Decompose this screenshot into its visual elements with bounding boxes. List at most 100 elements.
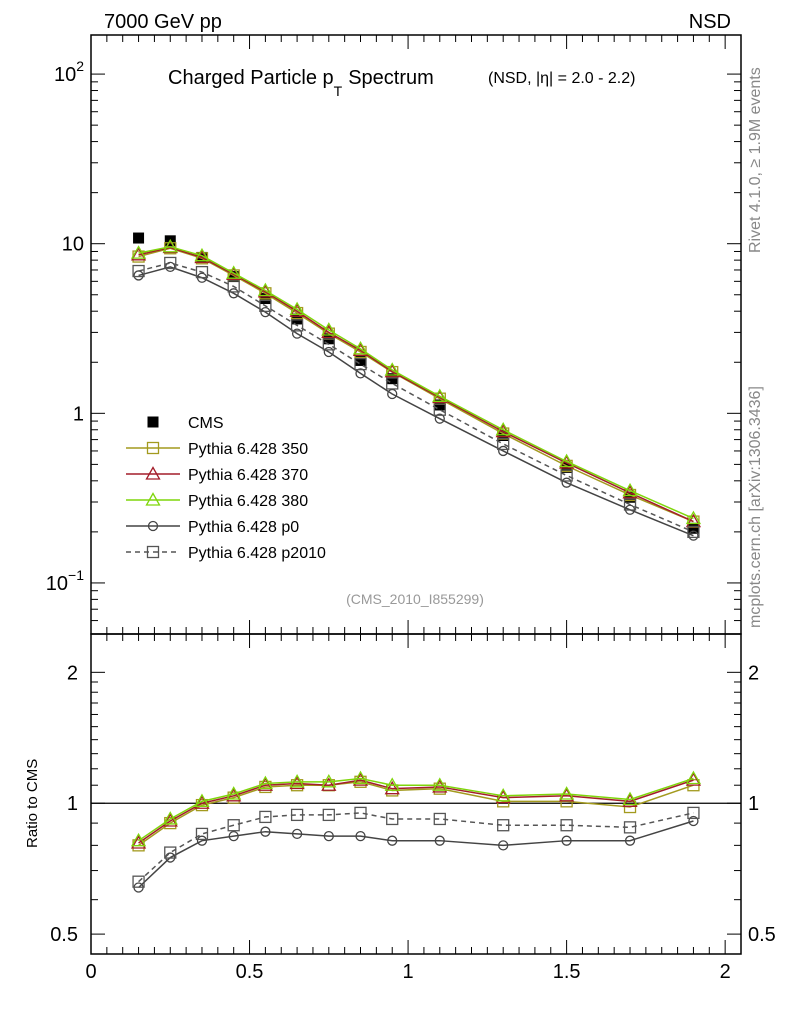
main-point-pythia-6-428-380 (257, 282, 274, 297)
ratio-point-pythia-6-428-380 (622, 791, 638, 806)
chart-subtitle: (NSD, |η| = 2.0 - 2.2) (488, 70, 635, 87)
header-right: NSD (689, 11, 731, 33)
ratio-point-pythia-6-428-380 (321, 773, 337, 788)
ratio-point-pythia-6-428-370 (162, 813, 178, 827)
ratio-point-pythia-6-428-370 (495, 789, 511, 804)
ratio-y-tick-label-left: 0.5 (50, 924, 78, 946)
ratio-point-pythia-6-428-380 (352, 770, 369, 785)
legend-marker-pythia-6-428-p2010 (146, 545, 160, 559)
ratio-point-pythia-6-428-380 (289, 773, 305, 788)
ratio-point-pythia-6-428-p0 (561, 835, 572, 846)
main-point-pythia-6-428-p2010 (386, 377, 399, 390)
ratio-point-pythia-6-428-380 (162, 811, 178, 825)
x-tick-label: 2 (720, 961, 731, 983)
ratio-point-pythia-6-428-380 (257, 775, 274, 790)
ratio-point-pythia-6-428-p2010 (560, 819, 573, 832)
ratio-point-pythia-6-428-p2010 (227, 819, 240, 832)
x-tick-label: 0 (85, 961, 96, 983)
ratio-ylabel: Ratio to CMS (24, 759, 41, 848)
main-point-pythia-6-428-380 (622, 482, 638, 497)
chart-title: Charged Particle pT Spectrum (168, 67, 434, 99)
main-point-cms (434, 399, 446, 411)
main-point-pythia-6-428-380 (130, 245, 147, 259)
main-point-pythia-6-428-380 (289, 301, 305, 316)
ratio-y-tick-label-right: 2 (748, 662, 759, 684)
main-point-pythia-6-428-p2010 (497, 437, 510, 451)
ratio-point-pythia-6-428-p0 (260, 826, 271, 837)
main-point-cms (497, 430, 509, 442)
main-point-pythia-6-428-p2010 (195, 265, 209, 279)
ratio-point-pythia-6-428-380 (495, 787, 511, 802)
main-point-pythia-6-428-380 (352, 341, 369, 355)
ratio-point-pythia-6-428-p2010 (623, 821, 637, 834)
main-point-cms (133, 232, 145, 244)
main-line-pythia-6-428-p0 (138, 266, 694, 537)
main-point-pythia-6-428-p0 (323, 346, 334, 358)
ratio-point-pythia-6-428-370 (558, 787, 575, 802)
legend-label-cms: CMS (188, 415, 224, 432)
main-point-pythia-6-428-p2010 (132, 264, 145, 278)
ratio-point-pythia-6-428-p2010 (290, 808, 304, 822)
ratio-point-pythia-6-428-p2010 (497, 819, 510, 832)
main-point-pythia-6-428-370 (130, 246, 147, 261)
main-point-pythia-6-428-p2010 (623, 498, 637, 511)
main-y-tick-label: 1 (73, 403, 84, 425)
main-point-pythia-6-428-380 (685, 510, 702, 525)
main-point-pythia-6-428-p2010 (290, 319, 304, 332)
side-text-top: Rivet 4.1.0, ≥ 1.9M events (747, 67, 764, 253)
legend-marker-pythia-6-428-350 (146, 441, 160, 455)
legend-label-pythia-6-428-380: Pythia 6.428 380 (188, 493, 308, 510)
ratio-series-layer (130, 770, 702, 893)
main-point-pythia-6-428-380 (226, 265, 242, 279)
legend-label-pythia-6-428-p2010: Pythia 6.428 p2010 (188, 545, 326, 562)
main-point-pythia-6-428-p2010 (164, 256, 177, 270)
ratio-plot-frame (90, 633, 742, 955)
main-point-pythia-6-428-380 (321, 322, 337, 336)
ratio-point-pythia-6-428-p2010 (354, 806, 367, 820)
main-point-pythia-6-428-380 (558, 453, 575, 468)
ratio-point-pythia-6-428-380 (194, 793, 210, 807)
tick-labels: 10−1 1 10 102 0.5 0.5 1 1 2 2 0 0.5 1 1.5 2 (46, 58, 776, 983)
side-text-bottom: mcplots.cern.ch [arXiv:1306.3436] (747, 386, 764, 628)
ratio-point-pythia-6-428-p2010 (259, 810, 272, 824)
main-point-cms (355, 354, 367, 366)
main-point-pythia-6-428-380 (162, 238, 178, 253)
main-point-pythia-6-428-p0 (498, 445, 509, 457)
main-point-pythia-6-428-p0 (165, 261, 176, 273)
x-tick-label: 1 (403, 961, 414, 983)
header-left: 7000 GeV pp (104, 11, 222, 33)
main-point-pythia-6-428-p2010 (259, 299, 272, 313)
main-point-pythia-6-428-p2010 (560, 469, 573, 482)
ratio-line-pythia-6-428-p2010 (138, 812, 694, 883)
legend-label-pythia-6-428-370: Pythia 6.428 370 (188, 467, 308, 484)
ratio-point-pythia-6-428-p0 (624, 835, 636, 846)
ratio-point-pythia-6-428-p2010 (164, 846, 177, 859)
legend-marker-pythia-6-428-380 (145, 492, 161, 506)
main-point-pythia-6-428-p0 (260, 306, 271, 318)
main-point-pythia-6-428-p0 (228, 288, 239, 299)
ratio-point-pythia-6-428-380 (384, 777, 400, 791)
main-y-tick-label: 10−1 (46, 567, 84, 595)
main-series-layer (130, 232, 702, 541)
main-point-pythia-6-428-380 (384, 362, 400, 376)
ratio-point-pythia-6-428-380 (558, 786, 575, 800)
chart-title-main: Charged Particle p (168, 67, 334, 89)
ratio-point-pythia-6-428-370 (321, 777, 337, 791)
ratio-point-pythia-6-428-p0 (228, 830, 239, 842)
main-point-pythia-6-428-p0 (355, 368, 366, 379)
main-point-pythia-6-428-380 (194, 247, 210, 262)
main-y-tick-label: 102 (54, 58, 84, 86)
main-point-pythia-6-428-p2010 (687, 525, 700, 539)
ratio-point-pythia-6-428-p2010 (386, 812, 399, 826)
main-point-pythia-6-428-p2010 (354, 357, 367, 371)
ratio-point-pythia-6-428-370 (130, 835, 147, 849)
ratio-point-pythia-6-428-p2010 (322, 808, 335, 822)
x-tick-label: 0.5 (236, 961, 264, 983)
analysis-watermark: (CMS_2010_I855299) (346, 591, 484, 607)
ratio-point-pythia-6-428-p0 (355, 830, 366, 842)
ratio-point-pythia-6-428-p2010 (195, 827, 209, 841)
main-point-pythia-6-428-p0 (434, 413, 445, 424)
ratio-point-pythia-6-428-370 (384, 780, 400, 795)
main-point-pythia-6-428-370 (257, 284, 274, 298)
